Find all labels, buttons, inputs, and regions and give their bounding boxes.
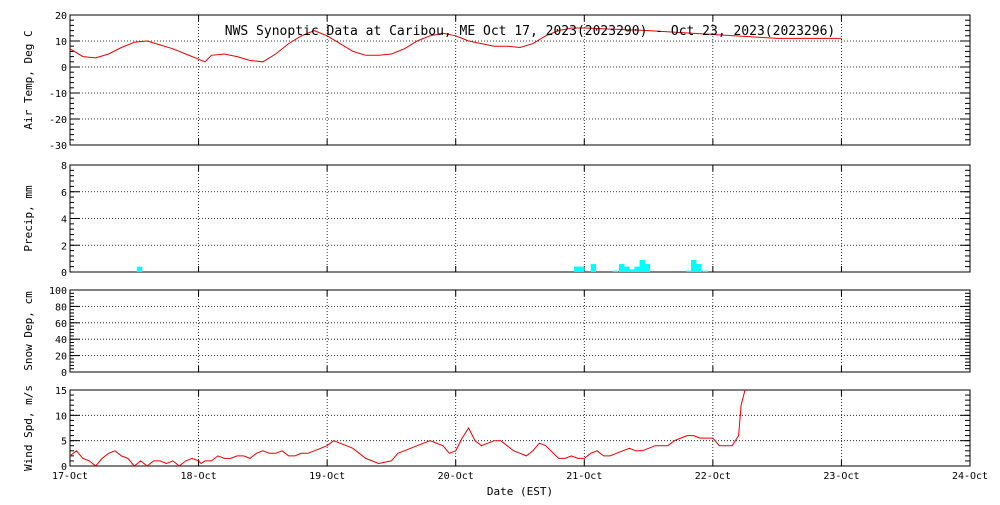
precip-bar [619,263,625,272]
panel-frame [69,389,971,467]
x-tick-label: 21-Oct [566,471,602,482]
precip-bar [644,263,651,272]
y-tick-label: -30 [49,141,67,152]
x-tick-label: 20-Oct [438,471,474,482]
panel-frame [69,164,971,273]
precip-bar [624,266,630,272]
panel-4: 15 10 5 0 Wind Spd, m/s 17-Oct 18-Oct 19-Oct 20-… [22,385,988,498]
y-tick-label: -20 [49,115,67,126]
x-tick-label: 17-Oct [52,471,88,482]
y-tick-label: 10 [55,411,67,422]
precip-bar [639,259,645,272]
chart-title: NWS Synoptic Data at Caribou, ME Oct 17,… [225,24,835,39]
y-tick-label: 20 [55,11,67,22]
panel-3: 100 80 60 40 20 0 Snow Dep, cm [22,286,971,379]
y-tick-label: 20 [55,352,67,363]
precip-bar [579,266,585,272]
precip-bar [634,266,640,272]
panel-1: 20 10 0 -10 -20 -30 Air Temp, Deg C [22,11,971,152]
y-tick-label: 6 [61,188,67,199]
y-axis-label: Wind Spd, m/s [22,385,35,471]
y-tick-label: 100 [49,286,67,297]
precip-bar [136,266,143,272]
precip-bar [702,270,708,272]
x-tick-label: 18-Oct [181,471,217,482]
x-tick-label: 19-Oct [309,471,345,482]
y-tick-label: 10 [55,37,67,48]
precip-bar [696,263,702,272]
y-tick-label: 0 [61,63,67,74]
temp-series-line [69,27,842,63]
x-tick-label: 24-Oct [952,471,988,482]
y-tick-label: 8 [61,161,67,172]
x-axis-label: Date (EST) [487,485,553,498]
wind-series-line [69,389,746,467]
y-tick-label: -10 [49,89,67,100]
y-tick-label: 5 [61,437,67,448]
y-tick-label: 15 [55,386,67,397]
y-tick-label: 4 [61,215,67,226]
precip-bar [590,263,597,272]
panel-frame [69,289,971,373]
precip-bar [612,270,618,272]
precip-bar [691,259,697,272]
y-tick-label: 0 [61,368,67,379]
y-tick-label: 0 [61,462,67,473]
y-tick-label: 2 [61,241,67,252]
x-tick-label: 22-Oct [695,471,731,482]
panel-2: 8 6 4 2 0 Precip, mm [22,161,971,279]
y-axis-label: Precip, mm [22,185,35,252]
precip-bar [685,270,692,272]
precip-bar [629,269,635,272]
y-tick-label: 60 [55,319,67,330]
y-tick-label: 0 [61,268,67,279]
x-tick-label: 23-Oct [823,471,859,482]
panel-frame [69,14,971,146]
y-tick-label: 80 [55,302,67,313]
y-tick-label: 40 [55,335,67,346]
y-axis-label: Air Temp, Deg C [22,30,35,129]
y-axis-label: Snow Dep, cm [22,291,35,371]
precip-bar [574,266,580,272]
